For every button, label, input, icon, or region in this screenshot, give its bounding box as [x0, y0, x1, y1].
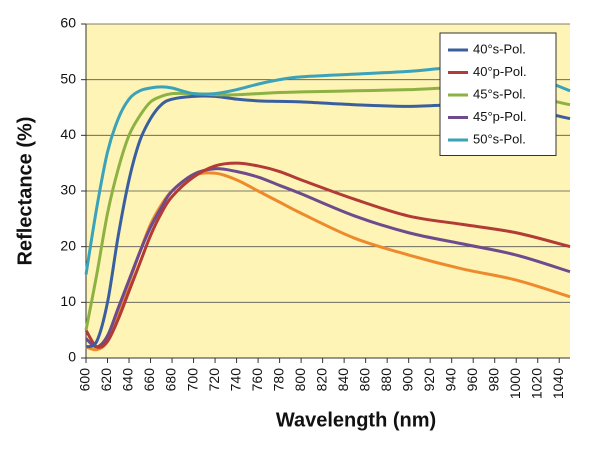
x-tick-label: 600 — [77, 368, 93, 392]
line-series — [85, 171, 571, 352]
x-tick-label: 820 — [313, 368, 329, 392]
x-tick-label: 700 — [184, 368, 200, 392]
x-tick-label: 840 — [335, 368, 351, 392]
y-tick-label: 10 — [60, 293, 76, 309]
x-tick-label: 880 — [378, 368, 394, 392]
x-tick-label: 760 — [249, 368, 265, 392]
x-tick-label: 920 — [421, 368, 437, 392]
x-tick-label: 660 — [141, 368, 157, 392]
x-tick-label: 640 — [120, 368, 136, 392]
x-tick-label: 1020 — [528, 368, 544, 399]
x-tick-label: 900 — [399, 368, 415, 392]
x-tick-label: 800 — [292, 368, 308, 392]
legend-label: 40°s-Pol. — [473, 41, 526, 56]
x-tick-label: 720 — [206, 368, 222, 392]
legend-label: 50°s-Pol. — [473, 131, 526, 146]
y-tick-label: 30 — [60, 182, 76, 198]
legend-label: 45°s-Pol. — [473, 86, 526, 101]
y-tick-label: 50 — [60, 70, 76, 86]
legend: 40°s-Pol. 40°p-Pol. 45°s-Pol. 45°p-Pol. 50°s… — [439, 32, 557, 156]
legend-label: 45°p-Pol. — [473, 109, 527, 124]
x-tick-label: 940 — [442, 368, 458, 392]
line-series — [84, 65, 571, 275]
x-tick-label: 1040 — [550, 368, 566, 399]
x-tick-label: 740 — [227, 368, 243, 392]
y-tick-label: 40 — [60, 126, 76, 142]
x-tick-label: 860 — [356, 368, 372, 392]
x-tick-label: 960 — [464, 368, 480, 392]
x-tick-label: 1000 — [507, 368, 523, 399]
line-series — [85, 94, 571, 349]
y-axis-title: Reflectance (%) — [14, 117, 36, 266]
y-tick-label: 20 — [60, 237, 76, 253]
y-tick-label: 60 — [60, 15, 76, 31]
y-tick-label: 0 — [68, 349, 76, 365]
x-tick-label: 980 — [485, 368, 501, 392]
x-tick-label: 680 — [163, 368, 179, 392]
x-tick-label: 780 — [270, 368, 286, 392]
line-series — [84, 161, 571, 349]
x-tick-label: 620 — [98, 368, 114, 392]
x-axis-title: Wavelength (nm) — [276, 409, 436, 431]
legend-label: 40°p-Pol. — [473, 64, 527, 79]
